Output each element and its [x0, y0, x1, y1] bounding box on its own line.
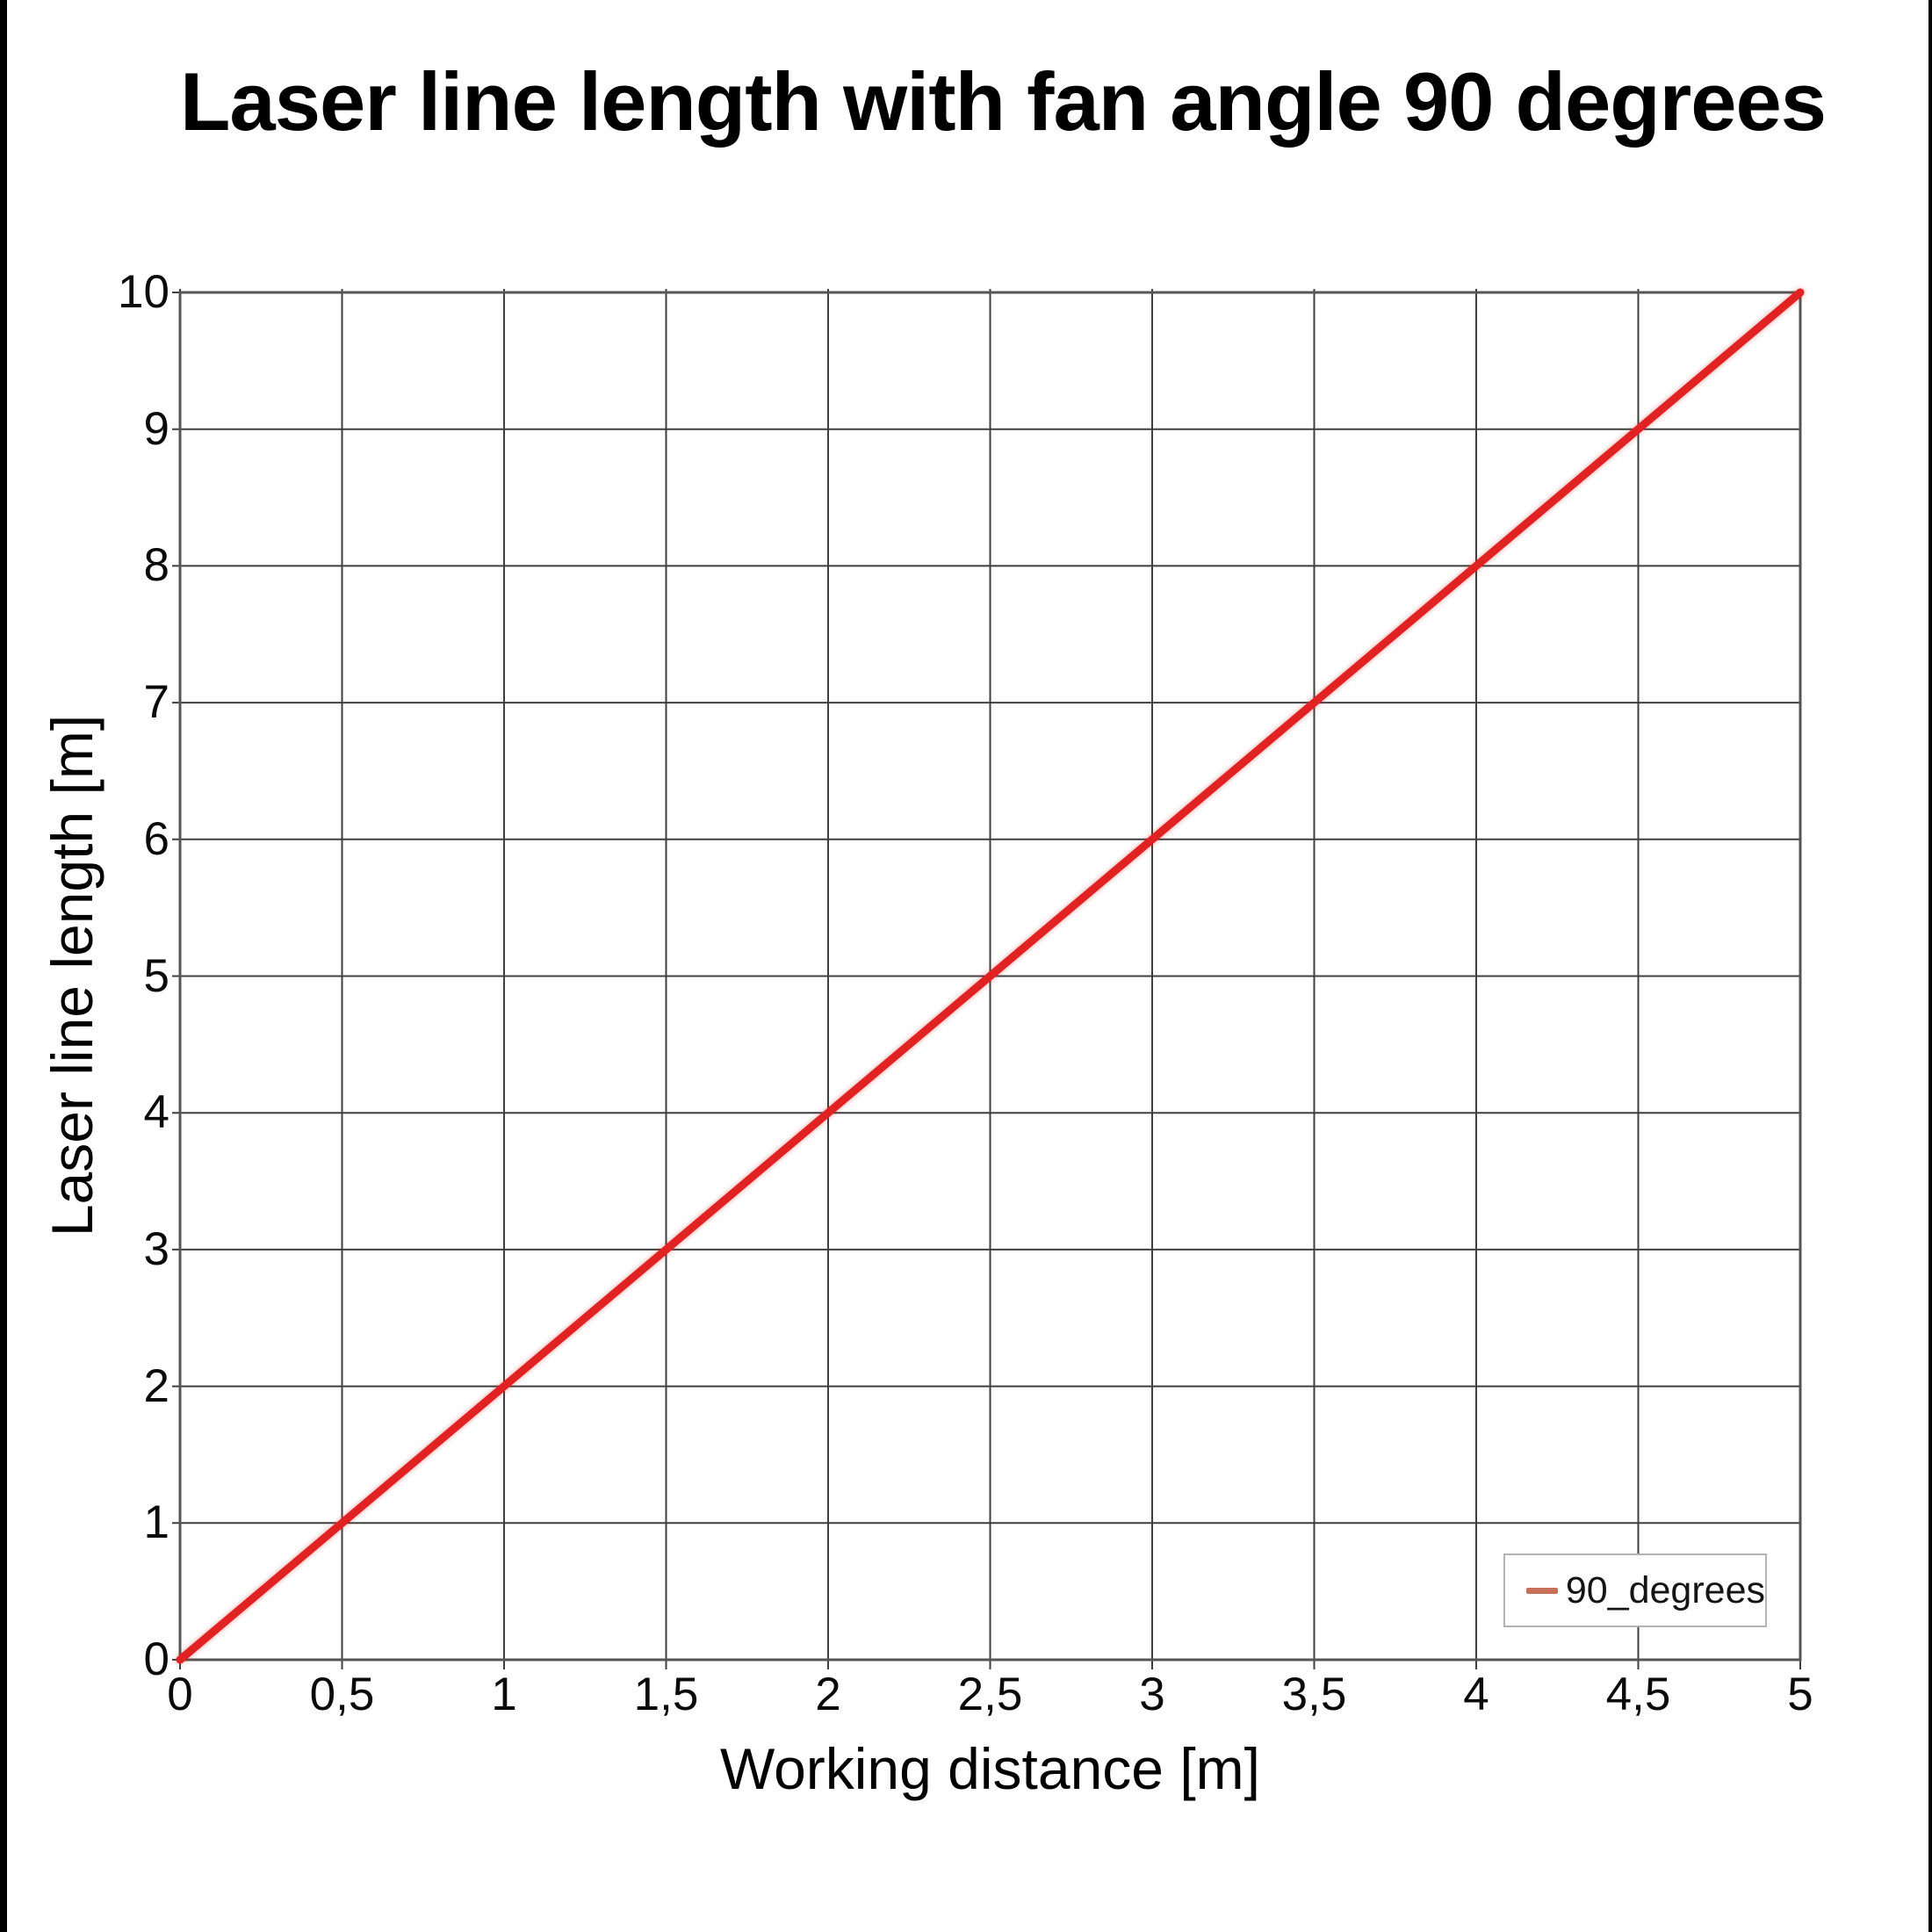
y-tick-label: 5 — [143, 949, 169, 1002]
y-tick-label: 8 — [143, 539, 169, 592]
x-tick-label: 0 — [167, 1669, 193, 1720]
y-axis-title: Laser line length [m] — [40, 714, 105, 1237]
x-tick-label: 3 — [1139, 1669, 1165, 1720]
left-edge-bar — [0, 0, 7, 1932]
x-tick-label: 1 — [491, 1669, 517, 1720]
x-tick-label: 2,5 — [957, 1669, 1023, 1720]
y-tick-label: 2 — [143, 1359, 169, 1412]
y-tick-label: 1 — [143, 1496, 169, 1549]
plot-canvas — [172, 288, 1805, 1669]
x-tick-label: 0,5 — [309, 1669, 375, 1720]
right-edge-bar — [1928, 0, 1932, 1932]
y-tick-label: 0 — [143, 1633, 169, 1685]
x-tick-label: 1,5 — [633, 1669, 699, 1720]
y-tick-label: 7 — [143, 676, 169, 729]
y-tick-label: 3 — [143, 1222, 169, 1275]
chart-title: Laser line length with fan angle 90 degr… — [180, 55, 1827, 148]
series-line-90_degrees — [176, 288, 1805, 1664]
legend-line-marker — [1526, 1587, 1558, 1594]
plot-area — [172, 288, 1805, 1669]
y-tick-label: 6 — [143, 812, 169, 865]
y-tick-label: 10 — [118, 266, 169, 318]
x-tick-label: 4,5 — [1605, 1669, 1671, 1720]
x-tick-label: 5 — [1787, 1669, 1813, 1720]
legend: 90_degrees — [1503, 1554, 1767, 1627]
y-tick-label: 9 — [143, 402, 169, 455]
y-tick-label: 4 — [143, 1086, 169, 1139]
x-tick-label: 4 — [1463, 1669, 1489, 1720]
plot-border — [178, 291, 1802, 1662]
x-axis-title: Working distance [m] — [719, 1736, 1260, 1801]
x-tick-label: 3,5 — [1281, 1669, 1347, 1720]
legend-label: 90_degrees — [1565, 1568, 1765, 1611]
x-tick-label: 2 — [815, 1669, 841, 1720]
